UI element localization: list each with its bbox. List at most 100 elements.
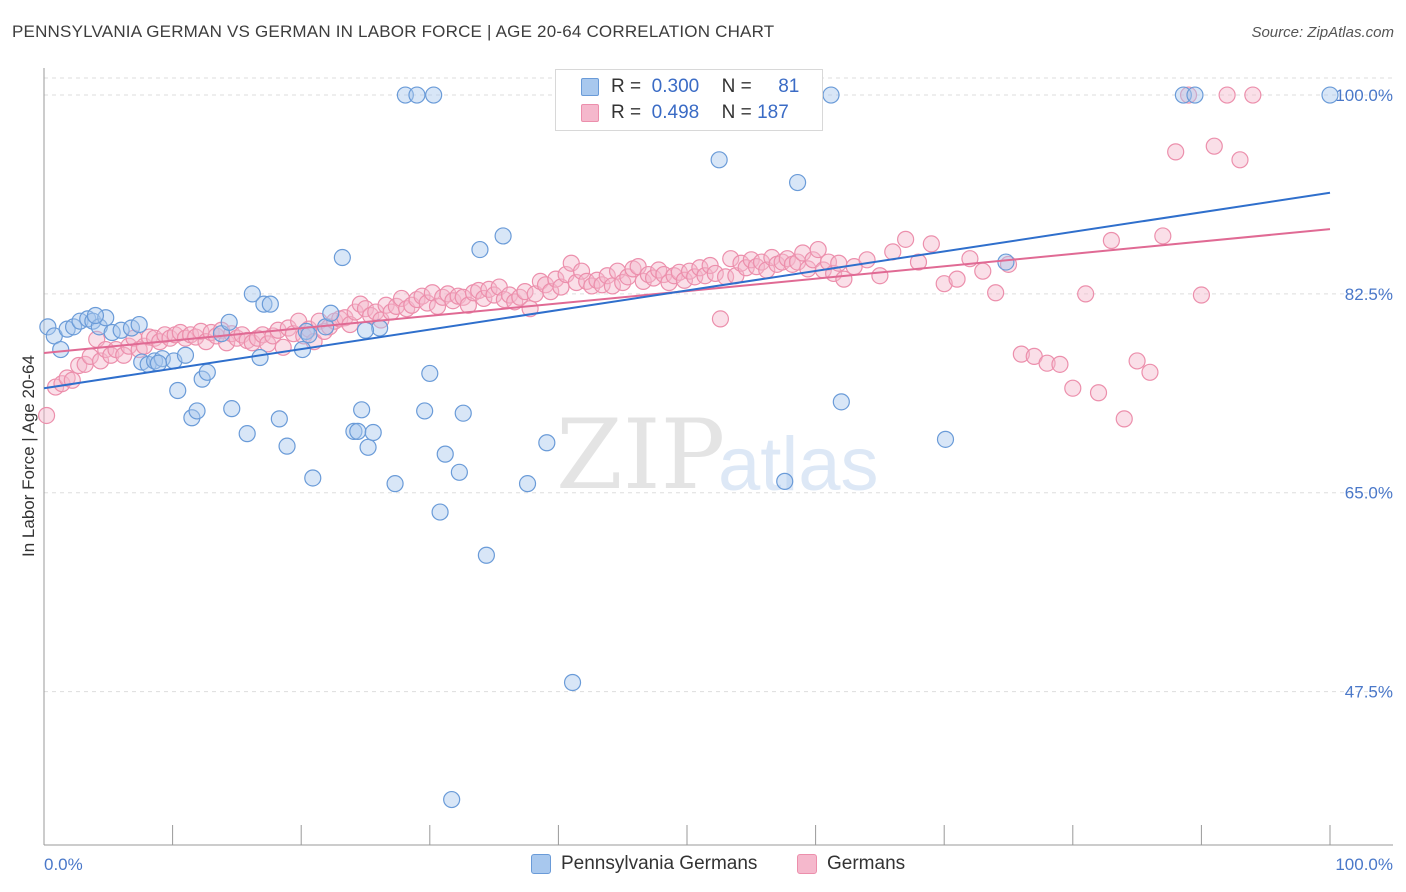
german-point bbox=[922, 235, 940, 253]
pennsylvania-german-point bbox=[371, 319, 389, 337]
y-axis-title: In Labor Force | Age 20-64 bbox=[19, 355, 38, 557]
german-point bbox=[516, 283, 534, 301]
german-point bbox=[351, 295, 369, 313]
german-point bbox=[418, 294, 436, 312]
pennsylvania-german-point bbox=[176, 346, 195, 364]
pennsylvania-german-point bbox=[345, 422, 363, 440]
german-point bbox=[1231, 151, 1249, 169]
german-point bbox=[747, 258, 766, 276]
pennsylvania-german-point bbox=[255, 295, 273, 313]
legend-r-value: 0.300 bbox=[651, 76, 700, 97]
german-point bbox=[1077, 285, 1095, 303]
pennsylvania-german-point bbox=[39, 318, 57, 336]
pennsylvania-german-point bbox=[353, 401, 371, 419]
german-point bbox=[1141, 363, 1159, 381]
pennsylvania-german-point bbox=[436, 445, 454, 463]
german-point bbox=[1218, 86, 1236, 104]
pennsylvania-german-point bbox=[776, 472, 794, 490]
pennsylvania-german-point bbox=[471, 240, 489, 259]
german-point bbox=[675, 271, 694, 289]
pennsylvania-german-point bbox=[251, 348, 269, 367]
german-point bbox=[1102, 231, 1120, 250]
pennsylvania-germans-trend-line bbox=[43, 191, 1331, 390]
german-point bbox=[1167, 143, 1185, 161]
stats-legend: R = 0.300 N = 81 R = 0.498 N = 187 bbox=[555, 69, 823, 131]
source-credit: Source: ZipAtlas.com bbox=[1251, 24, 1394, 41]
german-point bbox=[1205, 137, 1223, 155]
y-tick-label: 100.0% bbox=[1335, 86, 1393, 105]
german-point bbox=[115, 346, 133, 364]
pennsylvania-german-point bbox=[431, 503, 449, 521]
pennsylvania-german-point bbox=[421, 364, 439, 383]
legend-swatch-pink bbox=[797, 854, 817, 874]
pennsylvania-german-point bbox=[386, 475, 404, 493]
legend-r-label: R = bbox=[611, 76, 642, 97]
pennsylvania-german-point bbox=[936, 430, 955, 448]
pennsylvania-german-point bbox=[130, 315, 148, 334]
pennsylvania-german-point bbox=[563, 673, 582, 692]
german-point bbox=[948, 270, 966, 288]
pennsylvania-german-point bbox=[220, 313, 238, 331]
german-point bbox=[706, 264, 724, 283]
pennsylvania-german-point bbox=[278, 437, 296, 455]
german-point bbox=[1038, 354, 1056, 372]
german-point bbox=[974, 262, 992, 280]
pennsylvania-german-point bbox=[408, 86, 426, 104]
pennsylvania-german-point bbox=[364, 423, 382, 442]
german-point bbox=[871, 267, 889, 285]
german-point bbox=[897, 230, 915, 248]
pennsylvania-german-point bbox=[58, 320, 76, 338]
pennsylvania-german-point bbox=[832, 393, 850, 411]
german-point bbox=[1128, 352, 1146, 370]
trend-lines bbox=[43, 191, 1331, 390]
pennsylvania-german-point bbox=[822, 86, 840, 104]
pennsylvania-german-point bbox=[188, 402, 206, 420]
pennsylvania-german-point bbox=[261, 295, 279, 313]
pennsylvania-german-point bbox=[997, 253, 1015, 271]
legend-series-label: Germans bbox=[827, 853, 906, 874]
legend-row-germans: R = 0.498 N = 187 bbox=[581, 100, 789, 126]
pennsylvania-german-point bbox=[333, 248, 351, 267]
german-point bbox=[1192, 286, 1211, 304]
legend-n-label: N = bbox=[721, 76, 752, 97]
pennsylvania-german-point bbox=[243, 285, 261, 303]
y-tick-label: 82.5% bbox=[1345, 285, 1393, 304]
german-point bbox=[809, 240, 827, 259]
german-point bbox=[444, 292, 462, 310]
pennsylvania-german-point bbox=[169, 381, 187, 400]
german-point bbox=[1064, 379, 1082, 397]
german-point bbox=[909, 253, 928, 271]
legend-swatch-blue bbox=[531, 854, 551, 874]
german-point bbox=[987, 284, 1005, 302]
axes: 47.5% 65.0% 82.5% 100.0% bbox=[43, 68, 1393, 846]
german-point bbox=[1012, 345, 1030, 363]
german-point bbox=[63, 371, 81, 389]
pennsylvania-german-point bbox=[454, 404, 472, 422]
german-point bbox=[1179, 86, 1198, 104]
german-point bbox=[598, 267, 616, 285]
y-tick-label: 65.0% bbox=[1345, 484, 1393, 503]
chart-title: PENNSYLVANIA GERMAN VS GERMAN IN LABOR F… bbox=[12, 22, 775, 41]
legend-r-label: R = bbox=[611, 102, 642, 123]
pennsylvania-german-point bbox=[238, 425, 256, 443]
legend-swatch-blue bbox=[581, 78, 599, 96]
pennsylvania-german-point bbox=[133, 353, 151, 371]
pennsylvania-german-point bbox=[518, 475, 537, 493]
legend-n-label: N = bbox=[721, 102, 752, 123]
x-tick-max: 100.0% bbox=[1335, 855, 1393, 874]
watermark-zip: ZIP bbox=[556, 399, 725, 511]
pennsylvania-german-point bbox=[322, 304, 340, 322]
x-tick-min: 0.0% bbox=[44, 855, 83, 874]
german-point bbox=[70, 356, 88, 375]
pennsylvania-german-point bbox=[304, 469, 322, 487]
pennsylvania-german-point bbox=[356, 321, 375, 339]
pennsylvania-german-point bbox=[349, 422, 367, 440]
series-legend-pennsylvania-germans: Pennsylvania Germans bbox=[531, 851, 757, 877]
german-point bbox=[935, 275, 953, 293]
legend-n-value: 81 bbox=[778, 76, 800, 97]
pennsylvania-german-point bbox=[1186, 86, 1204, 104]
german-point bbox=[650, 261, 668, 279]
german-point bbox=[1089, 384, 1108, 402]
gridlines bbox=[44, 77, 1393, 693]
